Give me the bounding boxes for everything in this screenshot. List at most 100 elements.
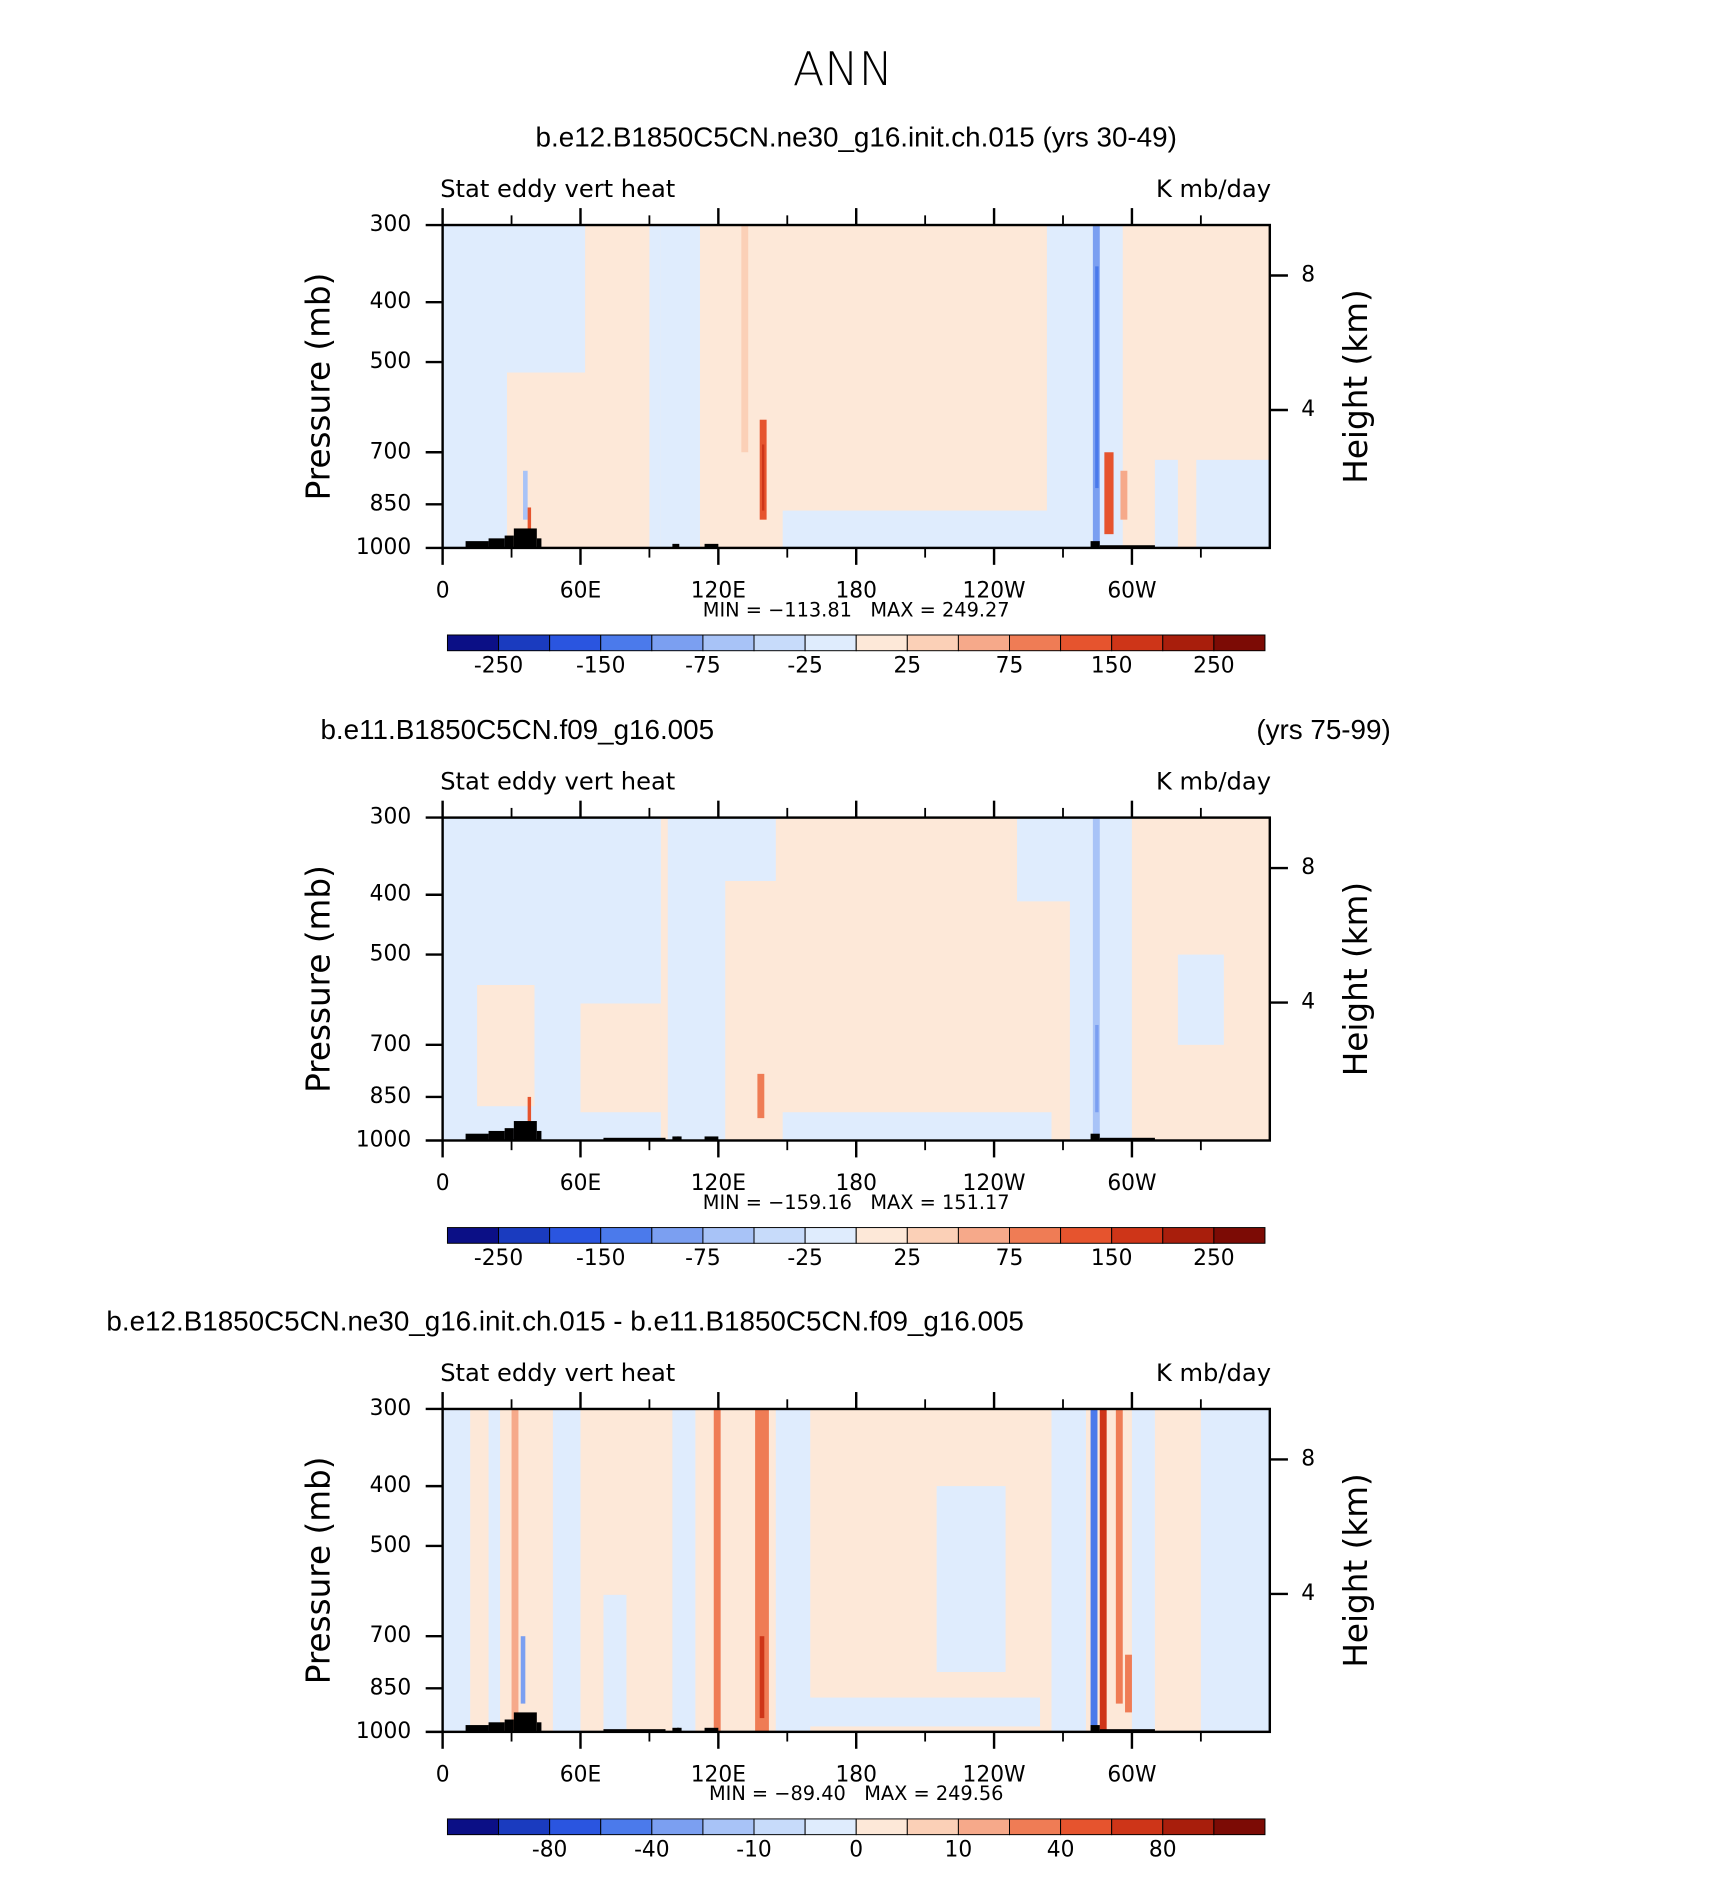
field-region [1131, 1408, 1155, 1732]
y-tick-label: 300 [370, 805, 412, 830]
topography [536, 1130, 542, 1141]
y-tick-label: 700 [370, 1032, 412, 1057]
topography [504, 535, 514, 548]
field-region [741, 225, 749, 453]
y-axis-label: Pressure (mb) [299, 865, 337, 1093]
field-region [1095, 1024, 1099, 1113]
field-region [649, 225, 661, 548]
topography [536, 1722, 542, 1732]
field-region [1125, 1654, 1132, 1713]
x-tick-label: 60E [560, 1171, 601, 1196]
field-region [1115, 1408, 1123, 1704]
y-tick-label: 1000 [356, 1719, 411, 1744]
field-region [1095, 266, 1099, 489]
y-tick-label: 850 [370, 1675, 412, 1700]
colorbar-box [1162, 1818, 1215, 1836]
field-region [488, 1408, 501, 1732]
field-region [1092, 817, 1100, 1141]
field-region [759, 1636, 765, 1719]
field-region [1177, 225, 1197, 548]
colorbar-box [1162, 634, 1215, 652]
field-region [442, 225, 507, 548]
field-region [1104, 452, 1114, 535]
field-region [1046, 225, 1132, 548]
colorbar-label: 25 [893, 1246, 921, 1271]
topography [465, 1133, 489, 1141]
topography [676, 1727, 682, 1732]
topography [1099, 1137, 1155, 1141]
colorbar-box [549, 634, 602, 652]
y-tick-label: 300 [370, 1396, 412, 1421]
y-tick-label: 500 [370, 942, 412, 967]
colorbar-box [1060, 1818, 1113, 1836]
y-tick-label: 400 [370, 289, 412, 314]
colorbar-label: -25 [787, 1246, 823, 1271]
colorbar-box [702, 1818, 755, 1836]
left-string: Stat eddy vert heat [440, 1359, 675, 1387]
x-tick-label: 120E [691, 1171, 746, 1196]
colorbar-label: 10 [945, 1837, 973, 1862]
colorbar-box [1009, 1818, 1062, 1836]
field-region [718, 817, 776, 881]
field-region [667, 817, 726, 1141]
colorbar-box [1111, 634, 1164, 652]
x-tick-label: 120W [963, 1171, 1026, 1196]
topography [488, 538, 505, 548]
colorbar-box [753, 1227, 806, 1244]
field-region [603, 1594, 627, 1732]
colorbar-label: 75 [996, 1246, 1024, 1271]
topography [465, 1725, 489, 1732]
field-region [1069, 817, 1132, 1141]
colorbar-box [651, 634, 704, 652]
colorbar-box [1060, 634, 1113, 652]
panel-title: b.e11.B1850C5CN.f09_g16.005 [320, 714, 714, 745]
colorbar-label: 150 [1091, 653, 1133, 678]
y-axis-label: Pressure (mb) [299, 1457, 337, 1685]
topography [704, 1727, 719, 1732]
topography [676, 1136, 682, 1141]
field-region [520, 1636, 526, 1704]
colorbar-box [957, 1227, 1010, 1244]
colorbar-box [651, 1818, 704, 1836]
y-axis-label: Pressure (mb) [299, 273, 337, 501]
field-region [757, 1073, 765, 1119]
x-tick-label: 120E [691, 578, 746, 603]
field-region [782, 510, 1052, 548]
left-string: Stat eddy vert heat [440, 175, 675, 203]
y2-axis-label: Height (km) [1337, 1473, 1375, 1667]
topography [704, 543, 719, 548]
y-tick-label: 500 [370, 349, 412, 374]
y-tick-label: 850 [370, 1084, 412, 1109]
y-tick-label: 850 [370, 491, 412, 516]
colorbar-label: -150 [576, 653, 625, 678]
colorbar-label: 250 [1193, 653, 1235, 678]
field-region [782, 1112, 1052, 1141]
colorbar-label: -25 [787, 653, 823, 678]
colorbar-box [446, 1818, 500, 1836]
topography [672, 1136, 680, 1141]
field-region [936, 1486, 1006, 1673]
colorbar-box [1111, 1227, 1164, 1244]
x-tick-label: 120E [691, 1762, 746, 1787]
topography [1090, 541, 1100, 548]
y-tick-label: 300 [370, 212, 412, 237]
y2-axis-label: Height (km) [1337, 882, 1375, 1076]
right-string: K mb/day [1156, 175, 1271, 203]
field-region [775, 1408, 811, 1732]
min-max: MIN = −89.40 MAX = 249.56 [709, 1782, 1004, 1805]
colorbar-label: -250 [474, 1246, 523, 1271]
colorbar-box [855, 1227, 908, 1244]
panel-title: b.e12.B1850C5CN.ne30_g16.init.ch.015 - b… [106, 1305, 1023, 1336]
field-region [672, 1408, 696, 1732]
topography [488, 1130, 505, 1141]
field-region [1131, 817, 1144, 1141]
y-tick-label: 400 [370, 882, 412, 907]
field-region [1120, 470, 1128, 520]
colorbar-label: 0 [849, 1837, 863, 1862]
panel-title: b.e12.B1850C5CN.ne30_g16.init.ch.015 (yr… [536, 122, 1177, 153]
y-tick-label: 400 [370, 1473, 412, 1498]
field-region [1017, 817, 1075, 902]
x-tick-label: 60W [1107, 1762, 1156, 1787]
field-region [1099, 1408, 1107, 1732]
field-region [552, 1408, 581, 1732]
